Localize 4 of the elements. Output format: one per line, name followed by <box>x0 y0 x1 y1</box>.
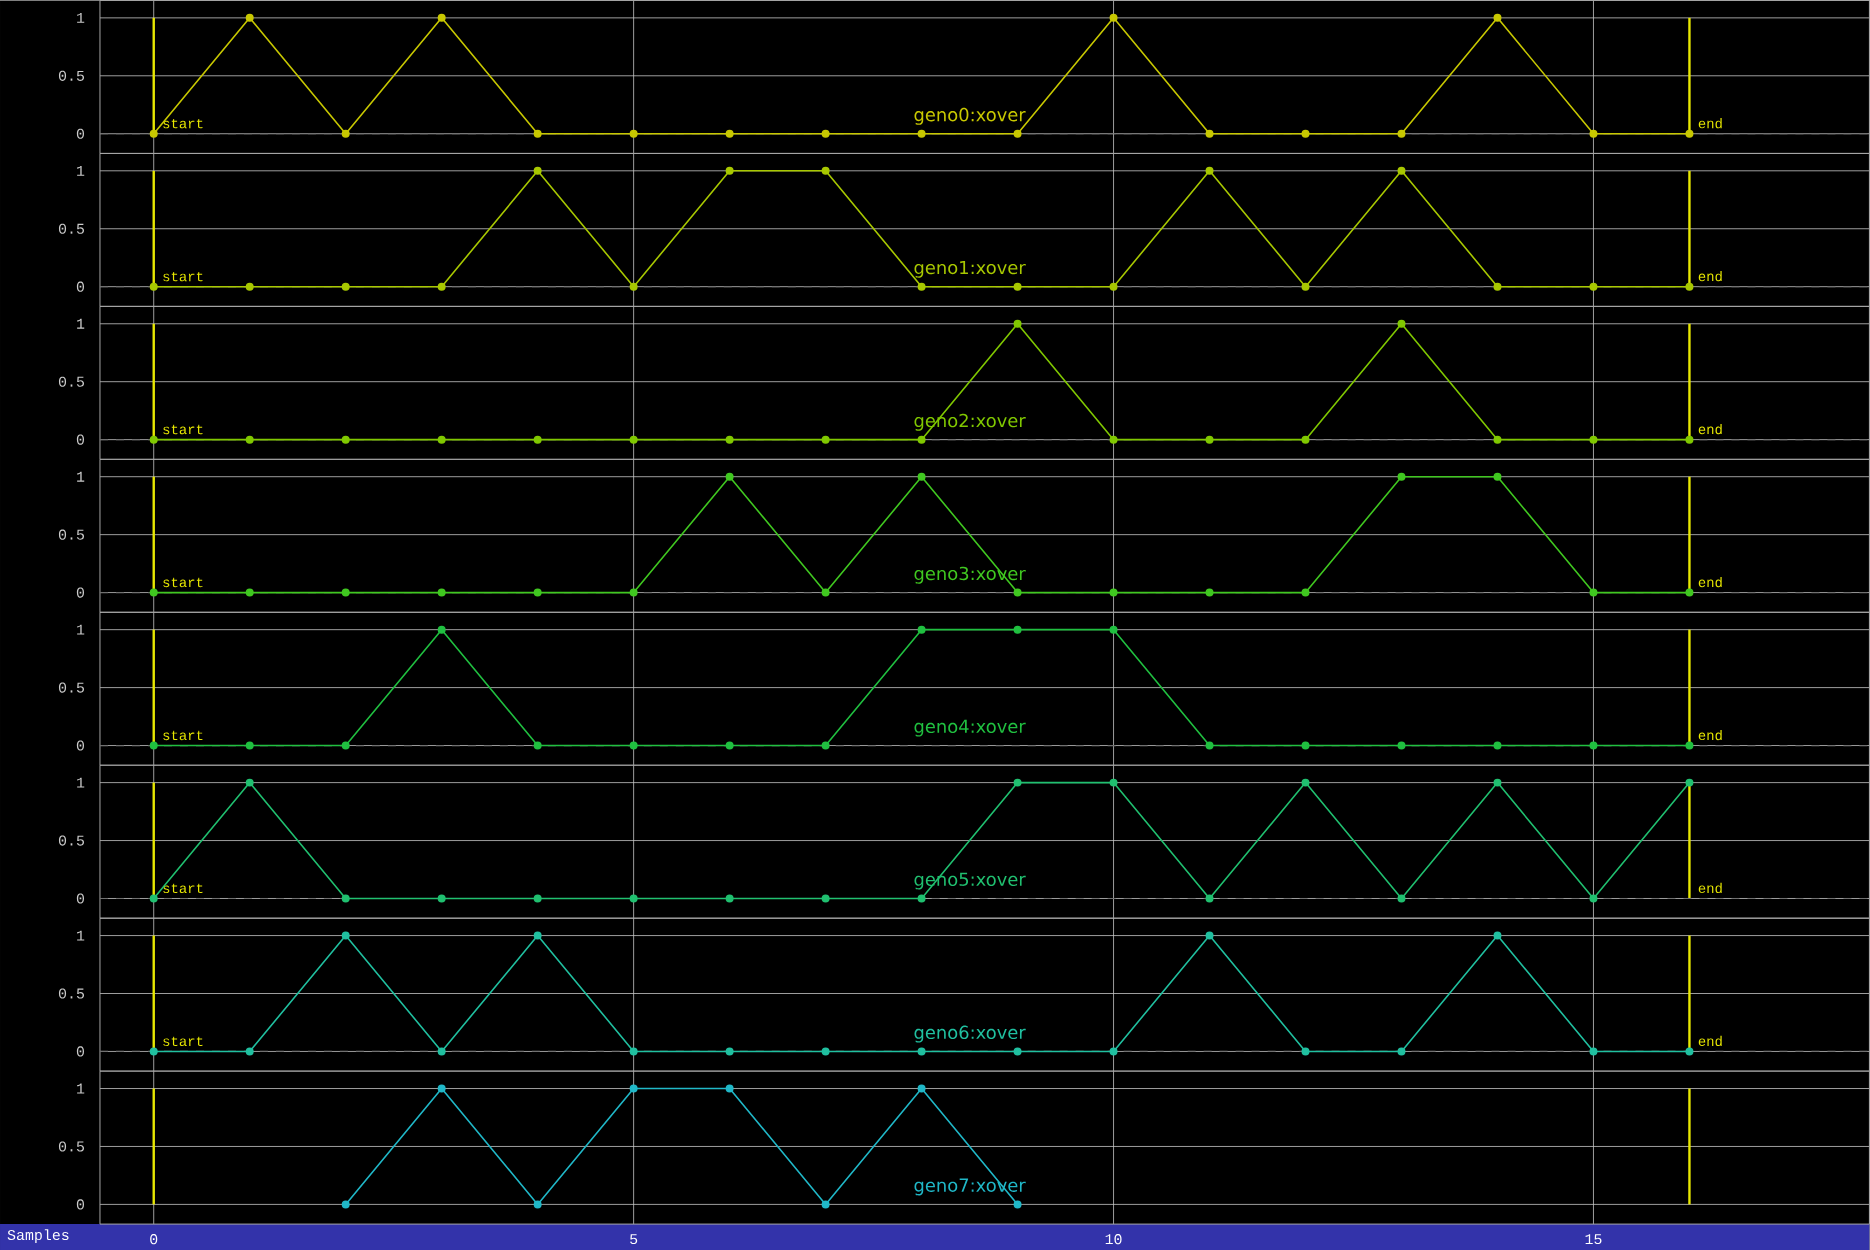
series-label: geno6:xover <box>914 1025 1026 1043</box>
series-label: geno0:xover <box>914 107 1026 125</box>
series-label: geno1:xover <box>914 260 1026 278</box>
text: geno4:xover <box>914 719 1026 737</box>
